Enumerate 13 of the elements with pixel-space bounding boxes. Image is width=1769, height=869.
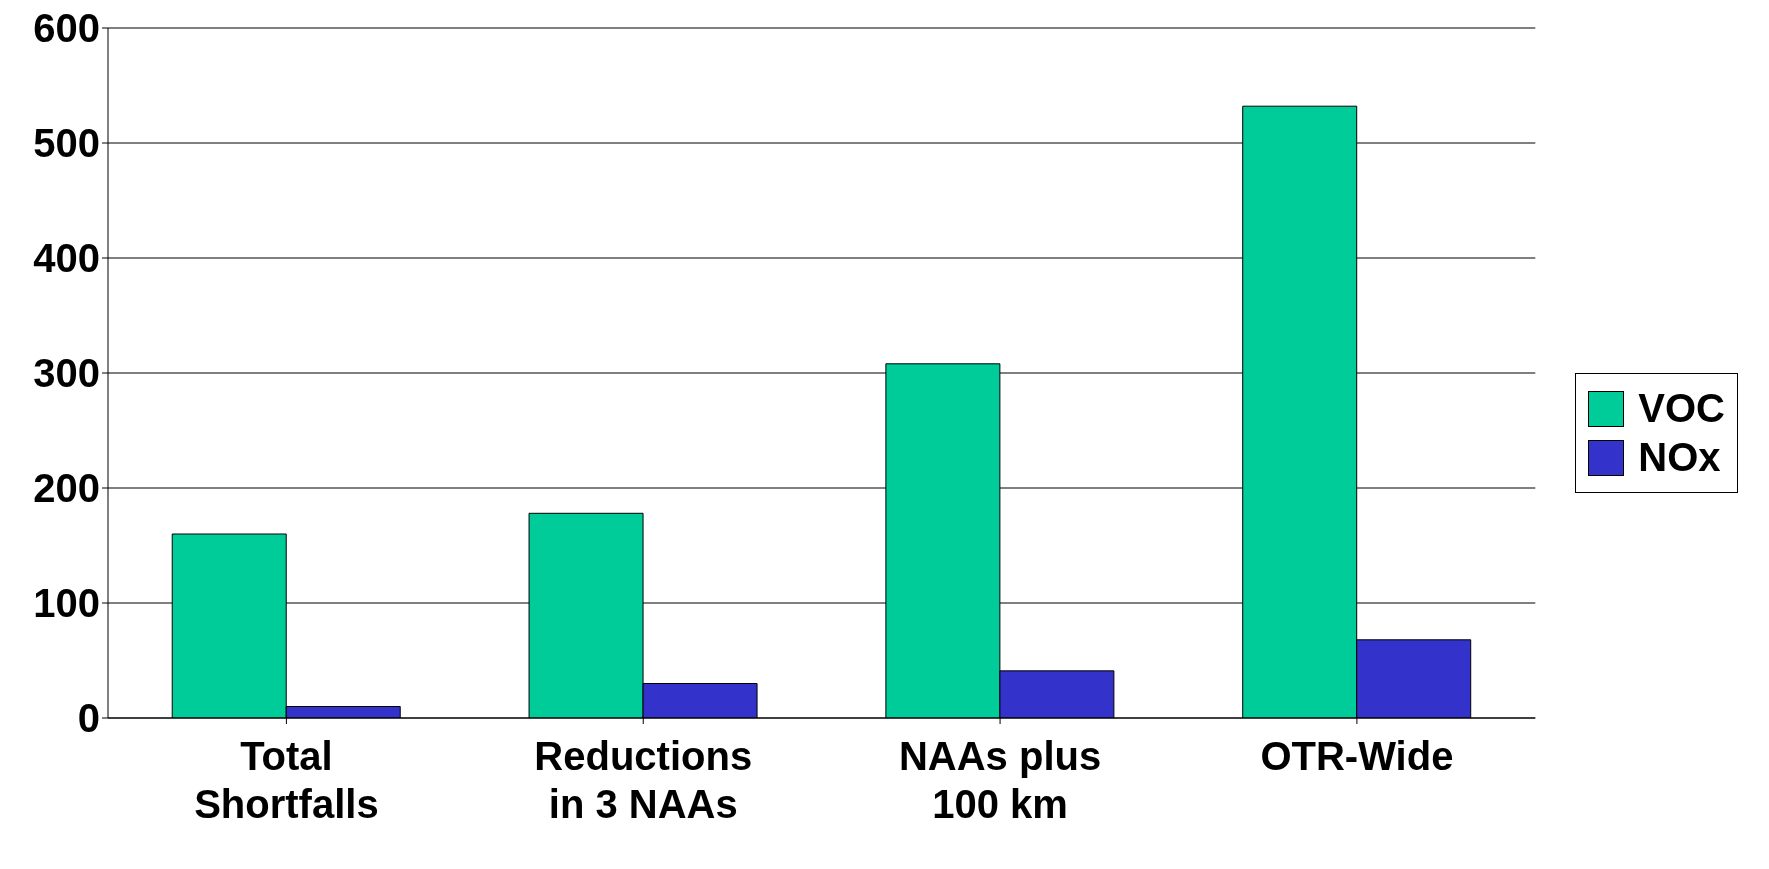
legend-label: NOx [1637, 435, 1722, 480]
x-tick-label: Reductions in 3 NAAs [534, 734, 753, 826]
x-tick-label: NAAs plus 100 km [898, 734, 1102, 826]
y-tick-label: 400 [33, 236, 100, 281]
legend-label: VOC [1637, 386, 1725, 431]
y-tick-label: 200 [33, 466, 100, 511]
y-tick-label: 100 [33, 581, 100, 626]
x-tick-label: OTR-Wide [1260, 734, 1454, 778]
y-tick-label: 500 [33, 121, 100, 166]
y-tick-label: 300 [33, 351, 100, 396]
y-tick-label: 600 [33, 6, 100, 51]
y-tick-label: 0 [77, 696, 100, 741]
x-tick-label: Total Shortfalls [194, 734, 379, 826]
